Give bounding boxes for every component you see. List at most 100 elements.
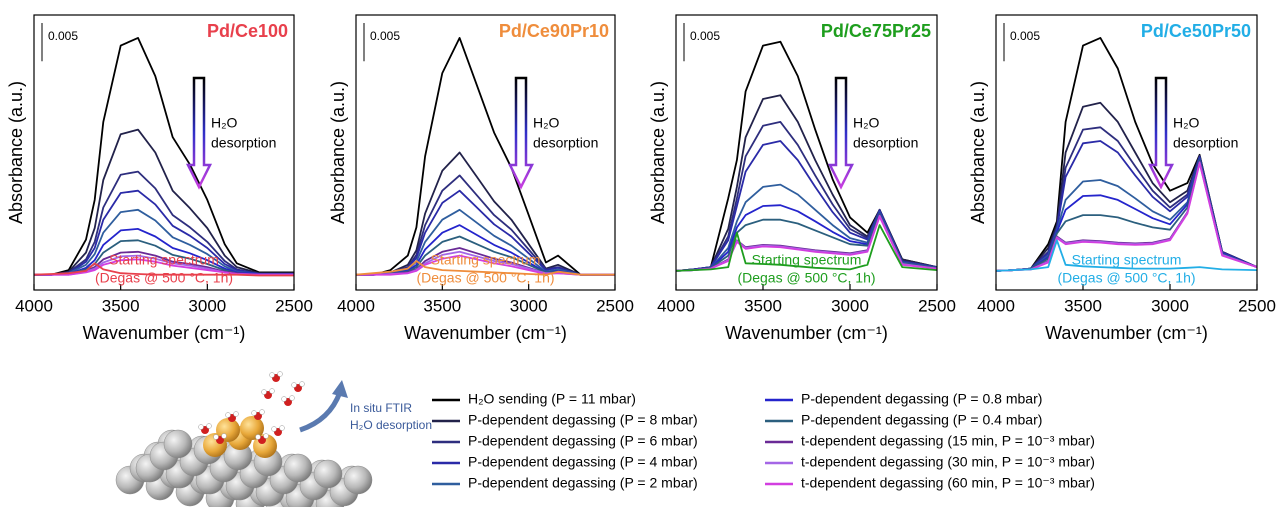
- hydrogen: [289, 395, 295, 401]
- x-tick-label: 2500: [918, 296, 956, 315]
- starting-label: Starting spectrum: [1072, 252, 1182, 268]
- desorption-arrow-head: [332, 380, 348, 398]
- spectrum-line: [675, 212, 938, 272]
- hydrogen: [206, 423, 212, 429]
- legend-label: P-dependent degassing (P = 2 mbar): [468, 475, 698, 491]
- x-tick-label: 3500: [744, 296, 782, 315]
- illustration-label: In situ FTIR: [350, 401, 412, 415]
- legend-label: P-dependent degassing (P = 0.8 mbar): [801, 391, 1042, 407]
- arrow-label: desorption: [853, 135, 918, 151]
- legend-label: t-dependent degassing (60 min, P = 10⁻³ …: [801, 475, 1095, 491]
- arrow-label: H₂O: [211, 115, 238, 131]
- hydrogen: [213, 434, 219, 440]
- spectrum-line: [675, 40, 938, 272]
- desorption-arrow: [299, 391, 343, 433]
- legend-label: P-dependent degassing (P = 8 mbar): [468, 412, 698, 428]
- x-axis-label: Wavenumber (cm⁻¹): [404, 323, 567, 343]
- scale-bar-label: 0.005: [48, 29, 78, 43]
- y-axis-label: Absorbance (a.u.): [968, 81, 988, 224]
- arrow-label: desorption: [211, 135, 276, 151]
- hydrogen: [233, 411, 239, 417]
- plot-frame: [33, 14, 295, 291]
- desorption-arrow: [1147, 76, 1175, 190]
- support-atom: [163, 429, 193, 459]
- x-tick-label: 3000: [510, 296, 548, 315]
- y-axis-label: Absorbance (a.u.): [6, 81, 26, 224]
- spectrum-line: [675, 94, 938, 272]
- spectrum-line: [356, 208, 615, 276]
- panel-title: Pd/Ce50Pr50: [1141, 21, 1251, 41]
- spectrum-line: [34, 37, 294, 276]
- arrow-label: desorption: [533, 135, 598, 151]
- catalyst-illustration: [115, 371, 373, 507]
- starting-label: Starting spectrum: [752, 252, 862, 268]
- panel-title: Pd/Ce75Pr25: [821, 21, 931, 41]
- hydrogen: [251, 410, 257, 416]
- spectrum-line: [675, 224, 938, 272]
- x-tick-label: 2500: [596, 296, 634, 315]
- starting-note: (Degas @ 500 °C, 1h): [416, 270, 554, 286]
- spectrum-line: [34, 128, 294, 276]
- legend-label: P-dependent degassing (P = 0.4 mbar): [801, 412, 1042, 428]
- desorption-arrow: [827, 76, 855, 190]
- hydrogen: [263, 433, 269, 439]
- hydrogen: [221, 433, 227, 439]
- hydrogen: [269, 388, 275, 394]
- x-tick-label: 2500: [1238, 296, 1276, 315]
- hydrogen: [277, 371, 283, 377]
- plot-frame: [995, 14, 1258, 291]
- hydrogen: [281, 396, 287, 402]
- legend-label: H₂O sending (P = 11 mbar): [468, 391, 636, 407]
- x-tick-label: 4000: [337, 296, 375, 315]
- y-axis-label: Absorbance (a.u.): [648, 81, 668, 224]
- x-tick-label: 4000: [15, 296, 53, 315]
- hydrogen: [299, 381, 305, 387]
- hydrogen: [198, 424, 204, 430]
- spectrum-line: [34, 189, 294, 276]
- x-tick-label: 2500: [275, 296, 313, 315]
- hydrogen: [225, 412, 231, 418]
- spectrum-line: [675, 215, 938, 272]
- arrow-label: H₂O: [1173, 115, 1200, 131]
- spectrum-line: [34, 258, 294, 276]
- spectrum-line: [995, 239, 1258, 272]
- starting-note: (Degas @ 500 °C, 1h): [95, 270, 233, 286]
- starting-note: (Degas @ 500 °C, 1h): [737, 270, 875, 286]
- y-axis-label: Absorbance (a.u.): [328, 81, 348, 224]
- legend-label: P-dependent degassing (P = 6 mbar): [468, 433, 698, 449]
- starting-note: (Degas @ 500 °C, 1h): [1057, 270, 1195, 286]
- hydrogen: [269, 372, 275, 378]
- arrow-label: H₂O: [853, 115, 880, 131]
- x-axis-label: Wavenumber (cm⁻¹): [725, 323, 888, 343]
- x-axis-label: Wavenumber (cm⁻¹): [1045, 323, 1208, 343]
- hydrogen: [255, 434, 261, 440]
- starting-label: Starting spectrum: [109, 252, 219, 268]
- x-tick-label: 3000: [188, 296, 226, 315]
- arrow-label: H₂O: [533, 115, 560, 131]
- x-tick-label: 3500: [102, 296, 140, 315]
- x-tick-label: 3000: [831, 296, 869, 315]
- hydrogen: [279, 425, 285, 431]
- arrow-label: desorption: [1173, 135, 1238, 151]
- spectrum-line: [355, 260, 615, 276]
- spectrum-line: [356, 37, 615, 276]
- illustration-label: H₂O desorption: [350, 418, 432, 432]
- spectrum-line: [995, 101, 1258, 272]
- legend-label: t-dependent degassing (15 min, P = 10⁻³ …: [801, 433, 1095, 449]
- spectrum-line: [995, 162, 1258, 272]
- spectrum-line: [995, 37, 1258, 272]
- support-atom: [283, 453, 313, 483]
- scale-bar-label: 0.005: [370, 29, 400, 43]
- plot-frame: [355, 14, 616, 291]
- panel-title: Pd/Ce90Pr10: [499, 21, 609, 41]
- scale-bar-label: 0.005: [1010, 29, 1040, 43]
- desorption-arrow: [507, 76, 535, 190]
- hydrogen: [271, 426, 277, 432]
- hydrogen: [259, 409, 265, 415]
- hydrogen: [261, 389, 267, 395]
- spectrum-line: [356, 151, 615, 276]
- legend-label: t-dependent degassing (30 min, P = 10⁻³ …: [801, 454, 1095, 470]
- spectrum-line: [34, 170, 294, 276]
- x-tick-label: 3000: [1151, 296, 1189, 315]
